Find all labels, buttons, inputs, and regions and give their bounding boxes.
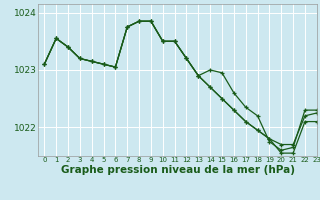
X-axis label: Graphe pression niveau de la mer (hPa): Graphe pression niveau de la mer (hPa) xyxy=(60,165,295,175)
